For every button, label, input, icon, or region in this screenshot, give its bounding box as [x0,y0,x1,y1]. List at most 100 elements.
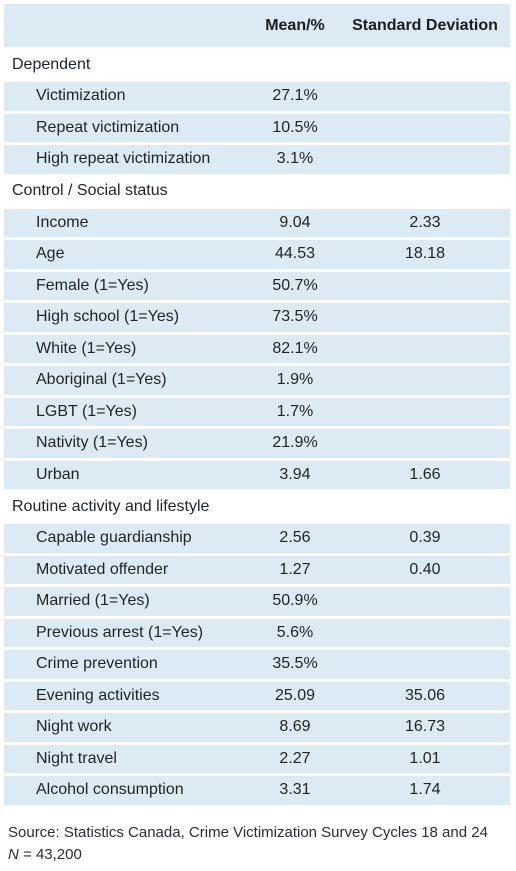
row-mean: 9.04 [250,205,340,239]
header-row: Mean/% Standard Deviation [4,4,510,50]
row-label: Alcohol consumption [4,773,250,805]
table-row: Aboriginal (1=Yes) 1.9% [4,363,510,396]
sample-size-line: N = 43,200 [8,844,488,866]
row-standard-deviation: 2.33 [340,205,510,239]
row-standard-deviation: 16.73 [340,710,510,743]
table-row: Married (1=Yes) 50.9% [4,584,510,617]
row-mean: 25.09 [250,678,340,712]
row-standard-deviation: 1.01 [340,741,510,775]
section-row: Dependent [4,47,510,81]
row-mean: 35.5% [250,647,340,680]
row-mean: 8.69 [250,710,340,743]
table-row: High school (1=Yes) 73.5% [4,300,510,333]
row-label: White (1=Yes) [4,331,250,365]
table-row: Income 9.04 2.33 [4,205,510,239]
row-mean: 50.7% [250,268,340,302]
row-mean: 5.6% [250,615,340,649]
row-standard-deviation [340,394,510,428]
row-label: Married (1=Yes) [4,584,250,617]
row-label: Motivated offender [4,552,250,586]
row-standard-deviation [340,426,510,459]
table-row: LGBT (1=Yes) 1.7% [4,394,510,428]
row-label: Repeat victimization [4,110,250,144]
row-label: LGBT (1=Yes) [4,394,250,428]
row-standard-deviation [340,647,510,680]
row-mean: 27.1% [250,79,340,112]
section-row: Routine activity and lifestyle [4,489,510,523]
row-standard-deviation [340,300,510,333]
row-label: Night work [4,710,250,743]
row-standard-deviation [340,79,510,112]
row-standard-deviation [340,142,510,175]
table-row: Night work 8.69 16.73 [4,710,510,743]
row-label: Female (1=Yes) [4,268,250,302]
source-line: Source: Statistics Canada, Crime Victimi… [8,824,488,841]
row-mean: 3.1% [250,142,340,175]
table-row: Motivated offender 1.27 0.40 [4,552,510,586]
header-standard-deviation: Standard Deviation [340,4,510,50]
row-label: Urban [4,457,250,491]
row-label: Previous arrest (1=Yes) [4,615,250,649]
sample-size-symbol: N [8,846,19,863]
row-label: Capable guardianship [4,521,250,554]
row-mean: 73.5% [250,300,340,333]
table-row: Night travel 2.27 1.01 [4,741,510,775]
row-standard-deviation: 0.40 [340,552,510,586]
table-row: Urban 3.94 1.66 [4,457,510,491]
row-label: Income [4,205,250,239]
row-mean: 1.7% [250,394,340,428]
row-standard-deviation [340,584,510,617]
row-standard-deviation [340,363,510,396]
row-standard-deviation [340,331,510,365]
table-row: Previous arrest (1=Yes) 5.6% [4,615,510,649]
section-title: Dependent [4,47,510,81]
row-label: Crime prevention [4,647,250,680]
descriptive-statistics-table: Mean/% Standard Deviation Dependent Victi… [4,4,510,805]
row-mean: 44.53 [250,237,340,270]
row-mean: 2.56 [250,521,340,554]
row-standard-deviation: 1.74 [340,773,510,805]
table-source-note: Source: Statistics Canada, Crime Victimi… [8,822,488,866]
row-label: Night travel [4,741,250,775]
row-standard-deviation [340,268,510,302]
table-row: Alcohol consumption 3.31 1.74 [4,773,510,805]
row-mean: 2.27 [250,741,340,775]
row-mean: 1.27 [250,552,340,586]
section-title: Routine activity and lifestyle [4,489,510,523]
row-mean: 50.9% [250,584,340,617]
table-row: Age 44.53 18.18 [4,237,510,270]
table-row: Nativity (1=Yes) 21.9% [4,426,510,459]
row-standard-deviation: 35.06 [340,678,510,712]
table-row: Repeat victimization 10.5% [4,110,510,144]
row-mean: 21.9% [250,426,340,459]
row-mean: 3.94 [250,457,340,491]
row-label: Nativity (1=Yes) [4,426,250,459]
row-label: Age [4,237,250,270]
row-label: High school (1=Yes) [4,300,250,333]
row-label: Aboriginal (1=Yes) [4,363,250,396]
header-mean: Mean/% [250,4,340,50]
row-standard-deviation: 18.18 [340,237,510,270]
table-row: White (1=Yes) 82.1% [4,331,510,365]
row-mean: 82.1% [250,331,340,365]
row-mean: 1.9% [250,363,340,396]
row-standard-deviation [340,110,510,144]
header-variable [4,4,250,50]
section-row: Control / Social status [4,173,510,207]
row-standard-deviation: 1.66 [340,457,510,491]
row-standard-deviation [340,615,510,649]
row-label: Evening activities [4,678,250,712]
section-title: Control / Social status [4,173,510,207]
table-row: High repeat victimization 3.1% [4,142,510,175]
row-label: Victimization [4,79,250,112]
table-row: Evening activities 25.09 35.06 [4,678,510,712]
row-standard-deviation: 0.39 [340,521,510,554]
table-row: Capable guardianship 2.56 0.39 [4,521,510,554]
sample-size-value: = 43,200 [18,846,82,863]
row-mean: 10.5% [250,110,340,144]
row-mean: 3.31 [250,773,340,805]
table-row: Victimization 27.1% [4,79,510,112]
table-row: Female (1=Yes) 50.7% [4,268,510,302]
row-label: High repeat victimization [4,142,250,175]
